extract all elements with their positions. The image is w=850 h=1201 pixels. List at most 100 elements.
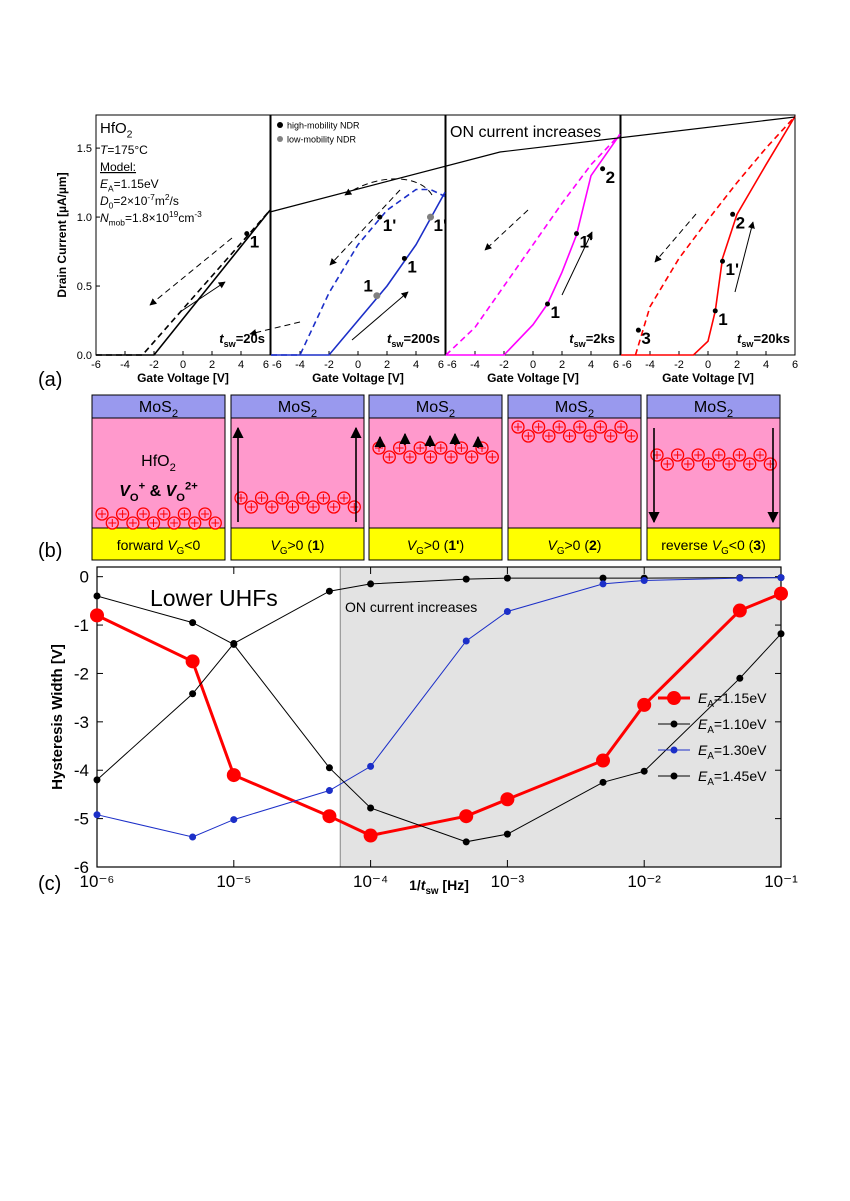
oxide-name: HfO2 (141, 453, 176, 474)
text-run: =20ks (753, 331, 790, 346)
text-run: <0 (184, 537, 200, 553)
ion-plus (524, 432, 533, 440)
text-run: =2×10 (113, 194, 147, 208)
panel-label: (c) (38, 873, 61, 895)
text-run: N (100, 211, 109, 225)
text-run: MoS (278, 399, 311, 416)
text-run: V (407, 537, 418, 553)
text-run: T (100, 143, 109, 157)
text-run: G (416, 546, 424, 557)
ion-plus (436, 444, 445, 452)
point (720, 258, 725, 264)
text-run: reverse (661, 537, 712, 553)
panel-label: (a) (38, 369, 62, 391)
ion-plus (457, 444, 466, 452)
text-run: 2 (589, 537, 597, 553)
x-tick-label: -2 (149, 359, 159, 371)
x-tick-label: -4 (120, 359, 130, 371)
text-run: O (176, 492, 185, 504)
x-tick-label: 0 (530, 359, 536, 371)
x-tick-label: 0 (180, 359, 186, 371)
text-run: =1.10eV (714, 716, 767, 732)
ion-plus (426, 453, 435, 461)
text-run: V (119, 483, 131, 500)
point-label: 2 (736, 213, 745, 232)
x-tick-label: -6 (91, 359, 101, 371)
point (712, 308, 718, 314)
text-run: 2 (727, 408, 733, 420)
curve (445, 133, 621, 356)
text-run: t (569, 331, 574, 346)
y-axis-label: Hysteresis Width [V] (49, 644, 66, 790)
data-point (462, 838, 470, 846)
text-run: =1.30eV (714, 742, 767, 758)
text-run: E (698, 742, 708, 758)
layer-name: MoS2 (139, 399, 178, 420)
data-point (367, 762, 375, 770)
data-point (93, 811, 101, 819)
ion-plus (395, 444, 404, 452)
text-run: -3 (194, 209, 202, 219)
arrow (179, 281, 226, 313)
text-run: E (698, 690, 708, 706)
ion-plus (544, 432, 553, 440)
text-run: MoS (139, 399, 172, 416)
point-label: 1 (718, 310, 727, 329)
text-run: E (698, 716, 708, 732)
text-run: E (100, 177, 109, 191)
ion-plus (673, 451, 682, 459)
text-run: A (707, 751, 714, 762)
curve (271, 188, 446, 356)
data-point (599, 778, 607, 786)
data-point (777, 574, 785, 582)
data-point (500, 792, 515, 807)
state-caption: reverse VG<0 (3) (661, 537, 766, 557)
ion-plus (159, 510, 168, 518)
text-run: -7 (147, 192, 155, 202)
y-axis-label: Drain Current [µA/µm] (55, 172, 69, 297)
text-run: HfO (141, 453, 169, 470)
point (574, 231, 579, 237)
text-run: G (280, 546, 288, 557)
ion-plus (329, 503, 338, 511)
text-run: >0 ( (287, 537, 312, 553)
text-run: V (166, 483, 178, 500)
text-run: G (177, 546, 185, 557)
data-point (185, 654, 200, 669)
ion-plus (118, 510, 127, 518)
x-tick-label: 4 (413, 359, 419, 371)
ion-plus (405, 453, 414, 461)
panel-label: (b) (38, 540, 62, 562)
ion-plus (267, 503, 276, 511)
data-point (462, 637, 470, 645)
y-tick-label: -2 (74, 664, 89, 683)
x-tick-label: 10⁻³ (491, 872, 525, 891)
text-run: t (421, 877, 427, 893)
data-point (325, 787, 333, 795)
legend-label: low-mobility NDR (287, 135, 357, 145)
text-run: 1' (448, 537, 459, 553)
x-tick-label: 10⁻⁴ (353, 872, 388, 891)
text-run: =1.15eV (714, 690, 767, 706)
text-run: ) (320, 537, 325, 553)
x-tick-label: 2 (384, 359, 390, 371)
text-run: 1/ (409, 877, 421, 893)
text-run: sw (224, 339, 237, 349)
ion-plus (488, 453, 497, 461)
text-run: 0 (109, 201, 114, 211)
data-point (732, 603, 747, 618)
text-run: t (387, 331, 392, 346)
state-caption: VG>0 (2) (548, 537, 602, 557)
text-run: O (130, 492, 139, 504)
text-run: 3 (753, 537, 761, 553)
point (730, 211, 736, 217)
y-tick-label: 0 (80, 568, 89, 587)
data-point (189, 833, 197, 841)
legend-label: high-mobility NDR (287, 121, 360, 131)
ion-plus (201, 510, 209, 518)
caption-box (91, 527, 226, 561)
text-run: <0 ( (729, 537, 754, 553)
text-run: cm (178, 211, 194, 225)
x-axis-label: 1/tsw [Hz] (409, 877, 469, 897)
legend-label: EA=1.30eV (698, 742, 767, 762)
